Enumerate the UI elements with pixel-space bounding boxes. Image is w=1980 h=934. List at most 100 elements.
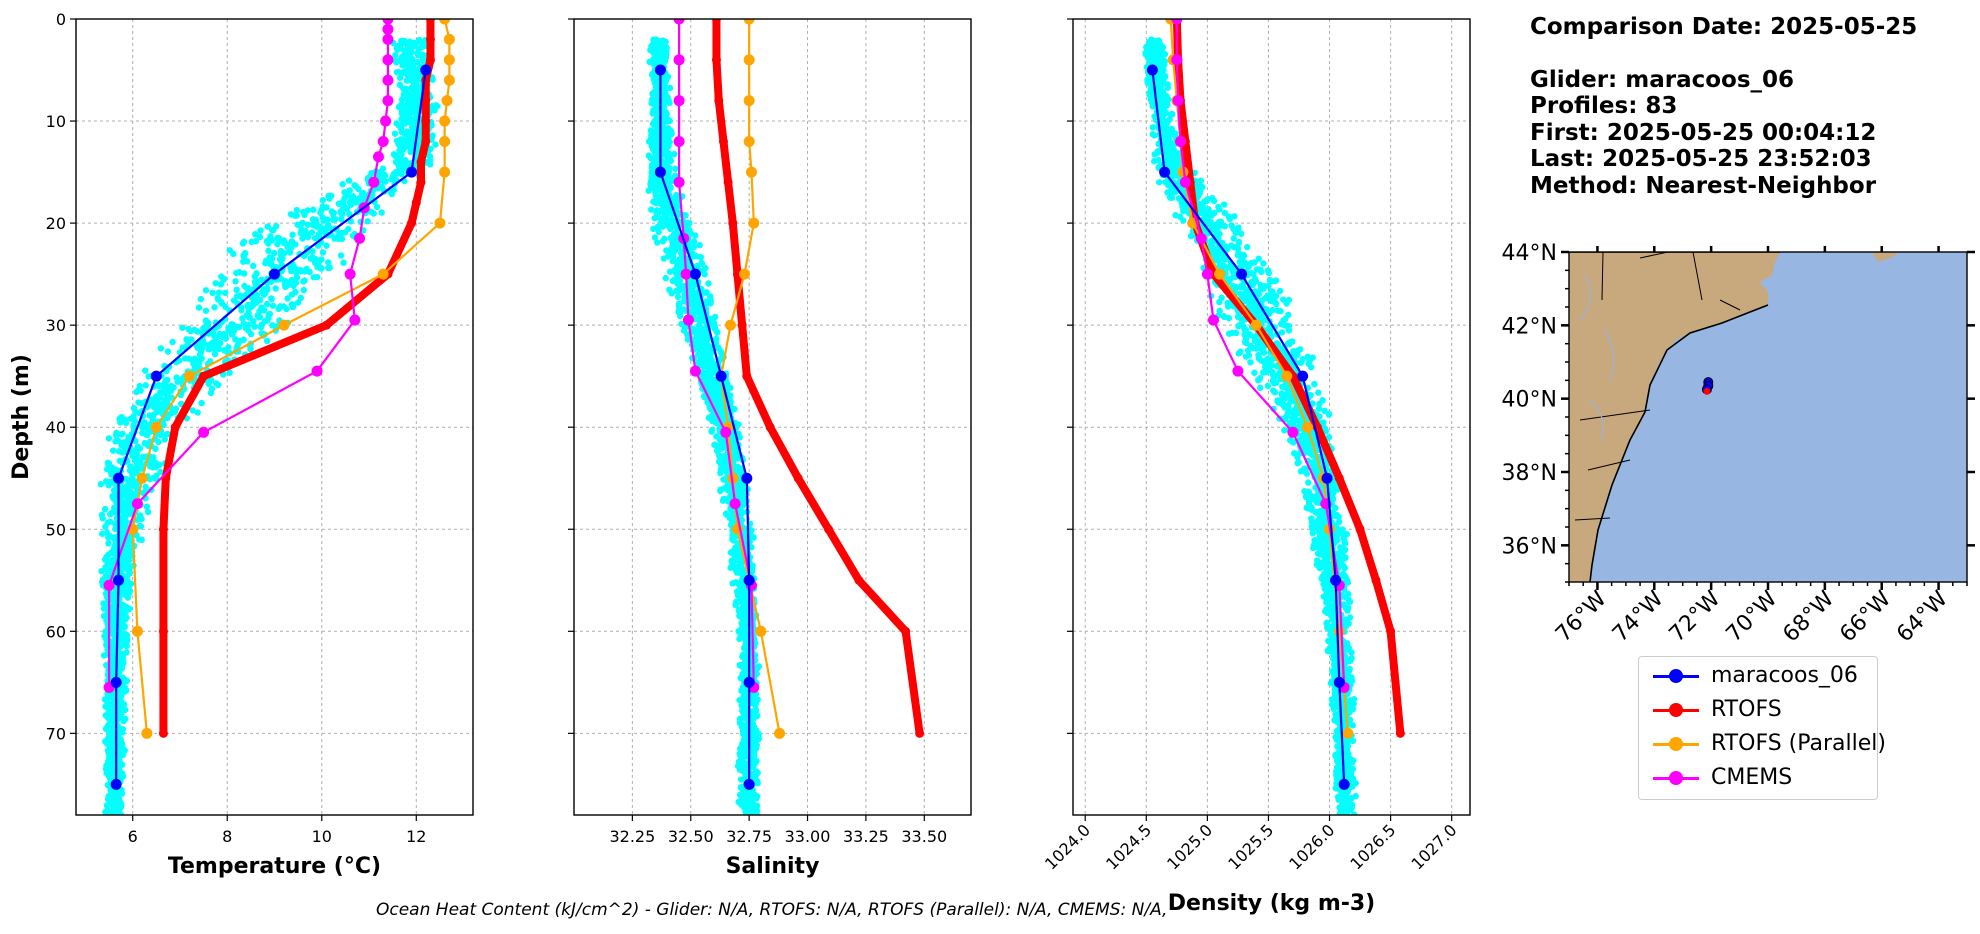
glider-raw-point (241, 282, 248, 290)
glider-raw-point (297, 229, 304, 237)
glider-raw-point (752, 702, 759, 709)
glider-raw-point (1351, 811, 1358, 815)
glider-raw-point (154, 399, 161, 406)
glider-raw-point (378, 209, 385, 216)
series-point (738, 268, 750, 280)
series-point (742, 371, 752, 381)
glider-raw-point (309, 216, 317, 223)
glider-raw-point (662, 54, 670, 62)
glider-raw-point (155, 461, 162, 469)
glider-raw-point (697, 254, 705, 261)
glider-raw-point (664, 73, 672, 81)
glider-raw-point (403, 105, 410, 112)
glider-raw-point (98, 530, 106, 537)
series-point (743, 676, 755, 688)
glider-raw-point (704, 374, 711, 381)
glider-raw-point (748, 544, 755, 551)
glider-raw-point (282, 283, 289, 291)
series-point (377, 268, 389, 280)
glider-raw-point (197, 295, 205, 303)
glider-raw-point (117, 799, 124, 807)
glider-raw-point (212, 335, 220, 342)
glider-raw-point (139, 453, 147, 461)
glider-raw-point (264, 317, 271, 324)
glider-raw-point (389, 174, 397, 182)
glider-raw-point (256, 233, 264, 241)
glider-raw-point (105, 714, 112, 722)
series-point (141, 727, 153, 739)
series-point (720, 426, 732, 438)
glider-raw-point (708, 426, 716, 434)
glider-raw-point (402, 109, 409, 117)
glider-raw-point (150, 454, 157, 461)
glider-raw-point (716, 435, 724, 442)
glider-raw-point (674, 202, 681, 210)
glider-raw-point (427, 161, 434, 168)
glider-raw-point (411, 88, 419, 96)
series-point (382, 23, 394, 35)
glider-raw-point (245, 309, 252, 316)
glider-raw-point (262, 259, 269, 267)
glider-raw-point (121, 683, 128, 691)
glider-raw-point (649, 145, 657, 153)
glider-raw-point (645, 152, 653, 159)
series-point (901, 626, 911, 636)
glider-raw-point (689, 253, 697, 260)
glider-raw-point (98, 511, 106, 519)
glider-raw-point (703, 289, 710, 296)
glider-raw-point (277, 251, 285, 258)
glider-raw-point (304, 207, 312, 214)
series-point (443, 33, 455, 45)
series-point (411, 198, 421, 208)
glider-raw-point (672, 165, 679, 172)
series-point (421, 116, 431, 126)
series-point (382, 74, 394, 86)
glider-raw-point (119, 674, 126, 681)
series-point (443, 74, 455, 86)
glider-raw-point (401, 120, 409, 127)
glider-raw-point (195, 358, 203, 365)
series-point (150, 370, 162, 382)
glider-raw-point (126, 570, 133, 577)
glider-raw-point (120, 609, 128, 617)
x-tick-label: 32.75 (726, 827, 772, 846)
glider-raw-point (684, 331, 691, 339)
glider-raw-point (308, 229, 316, 236)
series-point (743, 19, 755, 25)
glider-raw-point (741, 636, 749, 643)
series-point (425, 19, 435, 24)
glider-raw-point (706, 357, 714, 364)
glider-raw-point (164, 348, 172, 355)
y-tick-label: 50 (46, 520, 66, 539)
glider-raw-point (202, 287, 210, 294)
glider-raw-point (119, 604, 126, 611)
glider-raw-point (381, 171, 388, 179)
glider-raw-point (659, 188, 666, 196)
glider-raw-point (398, 115, 405, 123)
series-point (743, 574, 755, 586)
glider-raw-point (157, 345, 165, 352)
glider-raw-point (704, 381, 711, 388)
glider-raw-point (298, 268, 305, 275)
glider-raw-point (703, 336, 711, 344)
glider-raw-point (696, 241, 703, 249)
series-point (765, 422, 775, 432)
glider-raw-point (662, 90, 669, 97)
glider-raw-point (658, 216, 666, 223)
glider-raw-point (107, 518, 114, 525)
glider-raw-point (138, 400, 145, 407)
glider-raw-point (108, 653, 116, 660)
glider-raw-point (662, 274, 669, 282)
glider-raw-point (404, 129, 412, 137)
glider-raw-point (652, 118, 659, 126)
series-point (434, 217, 446, 229)
glider-raw-point (373, 203, 381, 211)
x-axis-label: Temperature (°C) (168, 854, 381, 879)
x-tick-label: 8 (222, 827, 232, 846)
series-point (441, 95, 453, 107)
series-point (439, 115, 451, 127)
glider-raw-point (408, 97, 416, 104)
glider-raw-point (215, 381, 222, 389)
glider-raw-point (212, 280, 219, 287)
